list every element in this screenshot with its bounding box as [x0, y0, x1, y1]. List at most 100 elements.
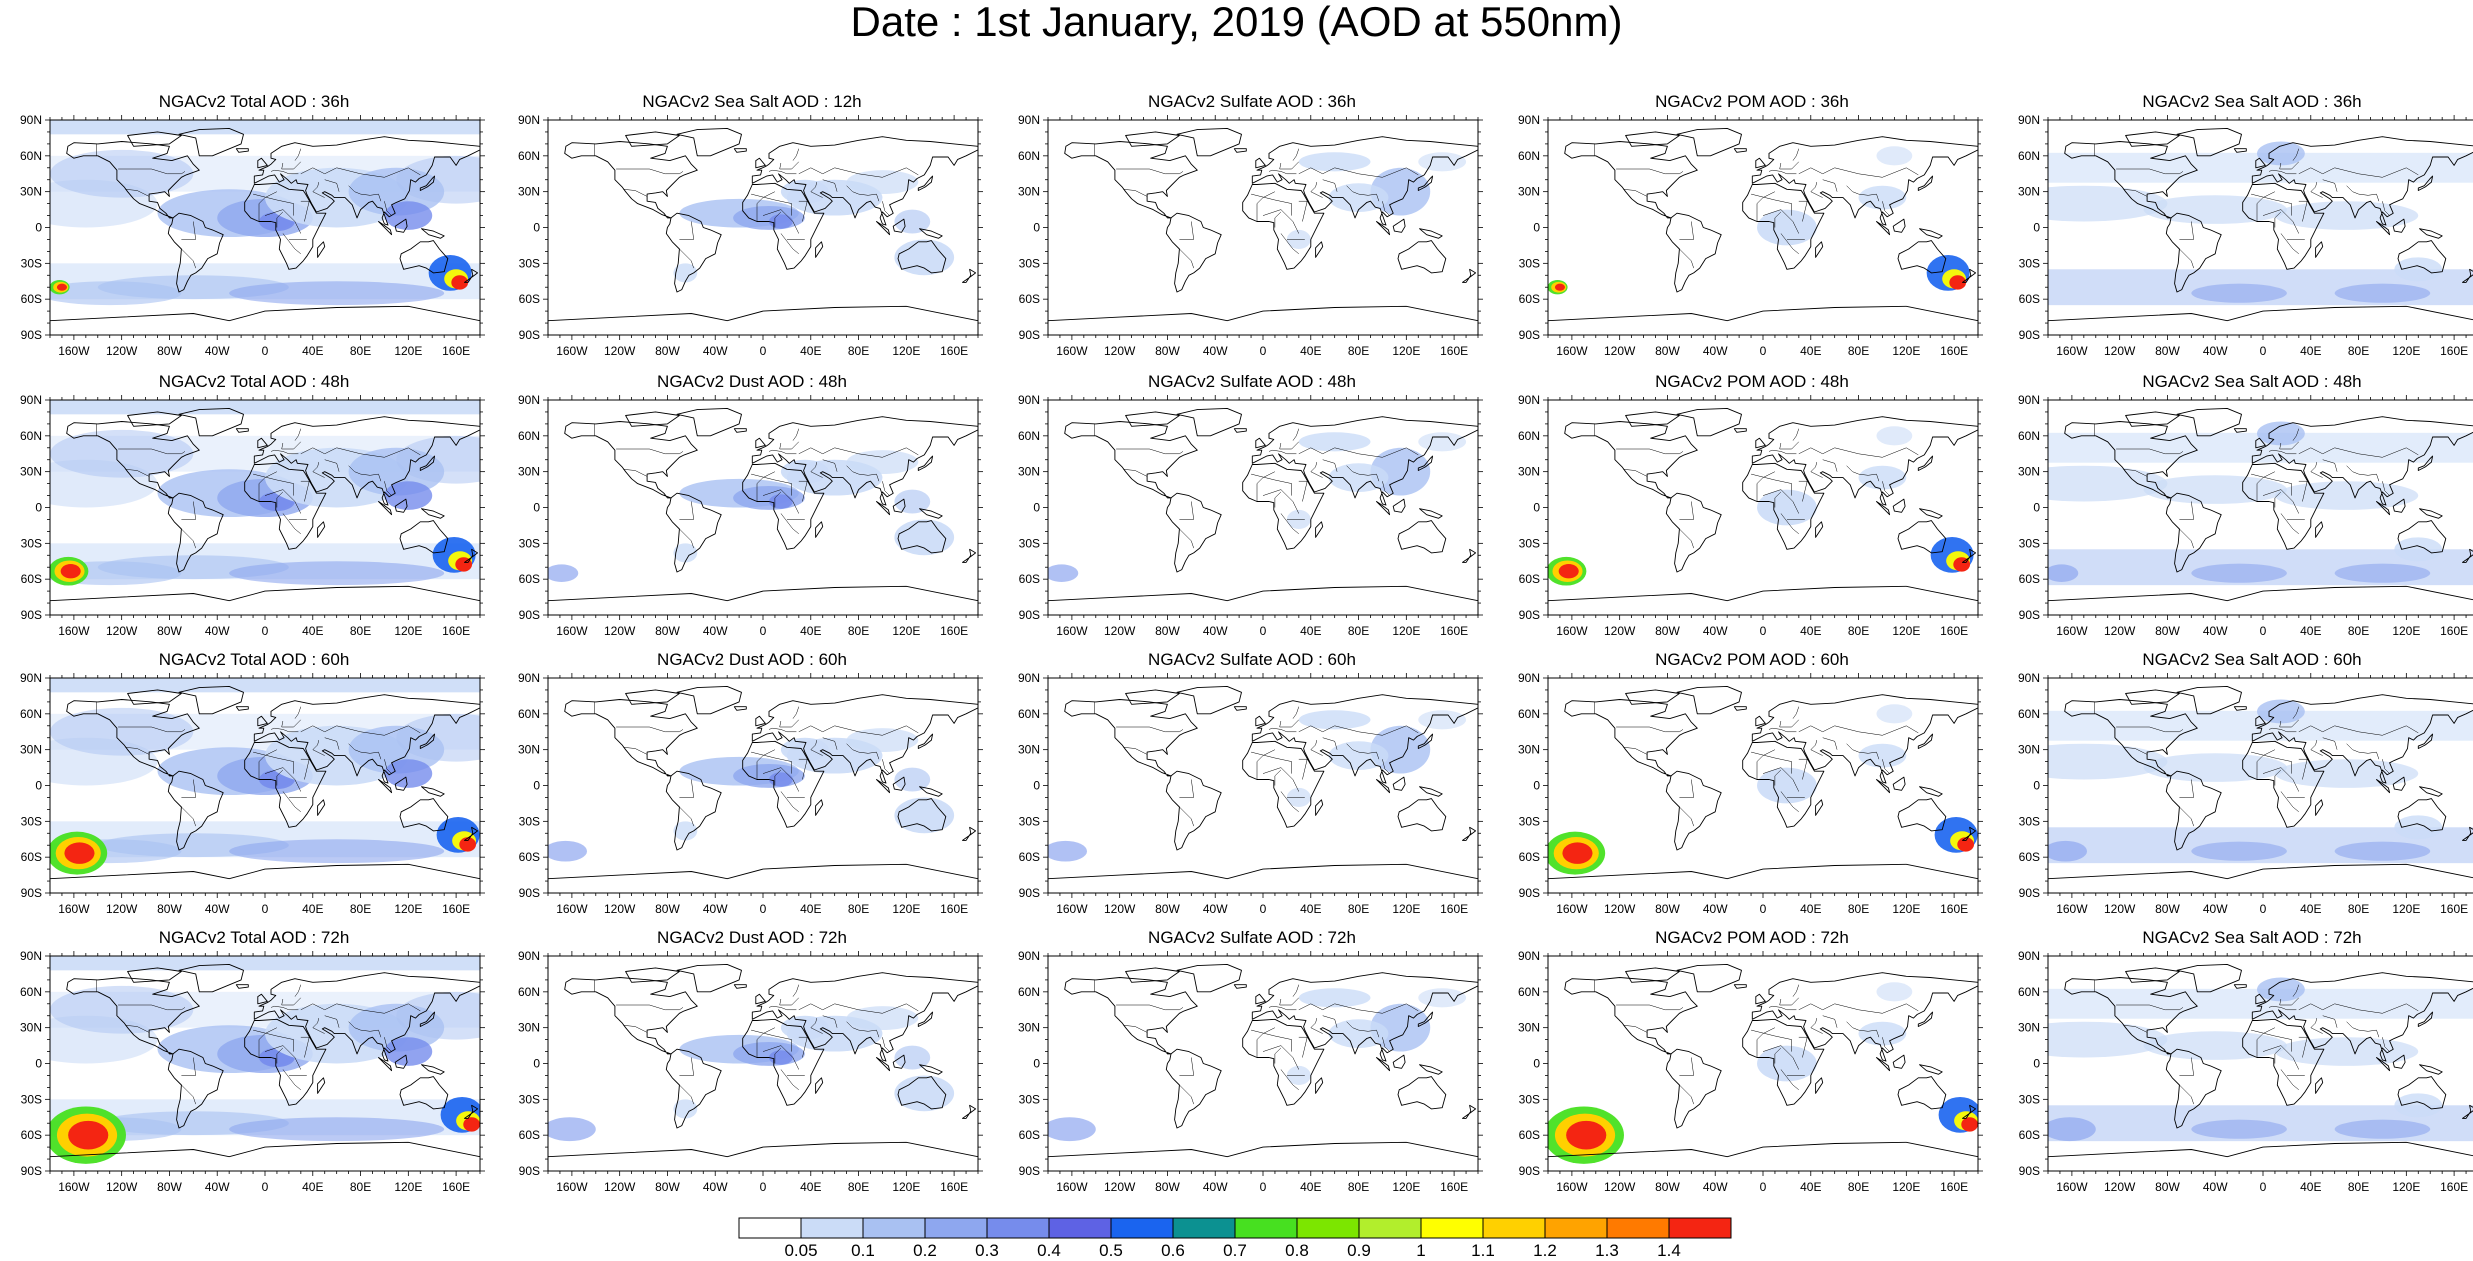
lat-tick-label: 90S: [1019, 886, 1040, 900]
map-panel: NGACv2 Sea Salt AOD : 36h 160W 120W 80W 40W 0…: [2010, 92, 2473, 358]
lat-tick-label: 90N: [2018, 949, 2040, 963]
world-map: 160W 120W 80W 40W 0 40E 80E 120E 160E 90N 60N 30N 0 3…: [20, 113, 485, 358]
panel-title: NGACv2 Sulfate AOD : 36h: [1148, 92, 1356, 111]
lon-tick-label: 80E: [1348, 624, 1369, 638]
map-panel: NGACv2 Sulfate AOD : 36h 160W 120W 80W 40W 0 4…: [1010, 92, 1483, 358]
lat-tick-label: 0: [2033, 501, 2040, 515]
lon-tick-label: 160E: [1440, 902, 1468, 916]
lat-tick-label: 60N: [2018, 707, 2040, 721]
lon-tick-label: 160W: [1056, 624, 1088, 638]
lat-tick-label: 60N: [20, 429, 42, 443]
lat-tick-label: 60S: [1519, 1128, 1540, 1142]
lat-tick-label: 60S: [519, 292, 540, 306]
aod-field: [1048, 432, 1467, 582]
lon-tick-label: 0: [1760, 1180, 1767, 1194]
colorbar-box: [1420, 1217, 1484, 1239]
lon-tick-label: 40E: [2300, 902, 2321, 916]
lon-tick-label: 0: [2260, 344, 2267, 358]
lon-tick-label: 120W: [1604, 1180, 1636, 1194]
lat-tick-label: 30N: [1518, 743, 1540, 757]
lat-tick-label: 0: [35, 779, 42, 793]
lon-tick-label: 120E: [394, 344, 422, 358]
lon-tick-label: 80E: [848, 1180, 869, 1194]
lon-tick-label: 0: [1260, 624, 1267, 638]
lat-tick-label: 90S: [1019, 328, 1040, 342]
lon-tick-label: 160E: [940, 624, 968, 638]
lat-tick-label: 0: [1533, 779, 1540, 793]
lon-tick-label: 160W: [2056, 1180, 2088, 1194]
lon-tick-label: 80W: [1655, 1180, 1680, 1194]
lat-tick-label: 30S: [519, 536, 540, 550]
lon-tick-label: 160E: [940, 1180, 968, 1194]
coastlines: [1048, 127, 1478, 335]
panel-title: NGACv2 Dust AOD : 48h: [657, 372, 847, 391]
lon-tick-label: 0: [1260, 1180, 1267, 1194]
lat-tick-label: 30N: [2018, 465, 2040, 479]
lon-tick-label: 40E: [800, 1180, 821, 1194]
aod-field: [2048, 141, 2473, 306]
lon-tick-label: 40E: [1300, 624, 1321, 638]
lat-tick-label: 30N: [20, 465, 42, 479]
lon-tick-label: 80E: [2348, 1180, 2369, 1194]
lon-tick-label: 40E: [2300, 624, 2321, 638]
world-map: 160W 120W 80W 40W 0 40E 80E 120E 160E 90N 60N 30N 0 3…: [518, 113, 983, 358]
lat-tick-label: 30S: [2019, 256, 2040, 270]
lon-tick-label: 160W: [1056, 902, 1088, 916]
map-panel: NGACv2 Total AOD : 48h 160W 120W 80W 40W 0 40E…: [12, 372, 485, 638]
panel-title: NGACv2 Total AOD : 48h: [158, 372, 350, 391]
lat-tick-label: 30N: [518, 743, 540, 757]
lon-tick-label: 160E: [2440, 624, 2468, 638]
lat-tick-label: 60S: [2019, 1128, 2040, 1142]
lon-tick-label: 80W: [2155, 1180, 2180, 1194]
panel-title: NGACv2 POM AOD : 60h: [1655, 650, 1849, 669]
lat-tick-label: 30S: [1019, 536, 1040, 550]
lon-tick-label: 40E: [302, 902, 323, 916]
lon-tick-label: 40E: [302, 624, 323, 638]
lon-tick-label: 120E: [892, 624, 920, 638]
colorbar-label: 0.4: [1037, 1241, 1061, 1260]
coastlines: [1548, 685, 1978, 893]
lat-tick-label: 60N: [20, 707, 42, 721]
lon-tick-label: 120W: [106, 1180, 138, 1194]
world-map: 160W 120W 80W 40W 0 40E 80E 120E 160E 90N 60N 30N 0 3…: [20, 671, 485, 916]
lon-tick-label: 160W: [1556, 344, 1588, 358]
world-map: 160W 120W 80W 40W 0 40E 80E 120E 160E 90N 60N 30N 0 3…: [20, 949, 485, 1194]
lon-tick-label: 80W: [655, 344, 680, 358]
lat-tick-label: 60S: [2019, 292, 2040, 306]
lat-tick-label: 0: [533, 1057, 540, 1071]
lon-tick-label: 160E: [442, 1180, 470, 1194]
lat-tick-label: 90N: [518, 393, 540, 407]
lon-tick-label: 120E: [2392, 902, 2420, 916]
colorbar-box: [1668, 1217, 1732, 1239]
colorbar-box: [862, 1217, 926, 1239]
world-map: 160W 120W 80W 40W 0 40E 80E 120E 160E 90N 60N 30N 0 3…: [1018, 949, 1483, 1194]
lon-tick-label: 0: [2260, 1180, 2267, 1194]
world-map: 160W 120W 80W 40W 0 40E 80E 120E 160E 90N 60N 30N 0 3…: [2018, 113, 2473, 358]
lat-tick-label: 90N: [20, 113, 42, 127]
lon-tick-label: 120W: [2104, 902, 2136, 916]
lon-tick-label: 0: [760, 344, 767, 358]
lon-tick-label: 40W: [205, 344, 230, 358]
lon-tick-label: 160W: [1556, 1180, 1588, 1194]
aod-field: [2048, 977, 2473, 1142]
lon-tick-label: 120W: [1604, 902, 1636, 916]
lon-tick-label: 160E: [442, 902, 470, 916]
lon-tick-label: 160W: [58, 1180, 90, 1194]
lat-tick-label: 30S: [2019, 1092, 2040, 1106]
lon-tick-label: 40E: [302, 1180, 323, 1194]
panel-title: NGACv2 POM AOD : 36h: [1655, 92, 1849, 111]
aod-field: [673, 170, 955, 283]
lon-tick-label: 120E: [892, 344, 920, 358]
lon-tick-label: 120W: [2104, 1180, 2136, 1194]
map-panel: NGACv2 Dust AOD : 72h 160W 120W 80W 40W 0 40E 8…: [510, 928, 983, 1194]
lon-tick-label: 40W: [1703, 1180, 1728, 1194]
lat-tick-label: 60S: [1019, 1128, 1040, 1142]
coastlines: [548, 407, 978, 615]
lon-tick-label: 120W: [106, 624, 138, 638]
lat-tick-label: 90S: [2019, 328, 2040, 342]
colorbar-box: [1048, 1217, 1112, 1239]
lon-tick-label: 160E: [1940, 1180, 1968, 1194]
lon-tick-label: 120E: [1392, 1180, 1420, 1194]
lat-tick-label: 30S: [519, 814, 540, 828]
lat-tick-label: 30S: [519, 1092, 540, 1106]
